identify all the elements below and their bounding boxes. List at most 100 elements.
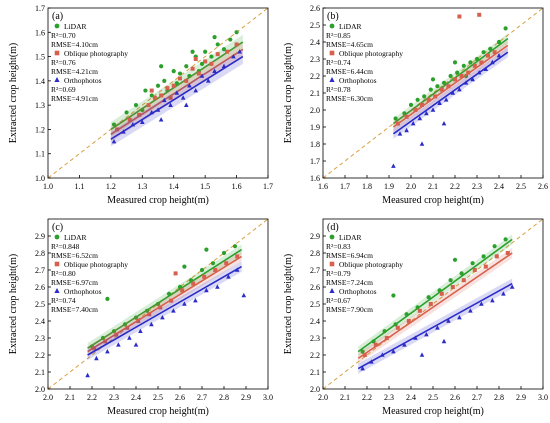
data-point	[435, 325, 440, 330]
y-tick-label: 2.6	[310, 283, 320, 292]
fit-line-1	[87, 255, 243, 353]
data-point	[503, 237, 508, 242]
data-point	[459, 74, 464, 78]
x-tick-label: 3.0	[538, 393, 548, 402]
data-point	[457, 87, 462, 92]
data-point	[193, 57, 198, 61]
data-point	[428, 302, 433, 306]
data-point	[470, 76, 475, 82]
data-point	[177, 284, 183, 290]
data-point	[232, 244, 238, 249]
y-tick-label: 1.9	[310, 123, 320, 132]
data-point	[125, 325, 130, 330]
data-point	[393, 322, 398, 327]
x-tick-label: 2.8	[494, 393, 504, 402]
data-point	[166, 291, 172, 296]
data-point	[115, 127, 120, 132]
y-tick-label: 2.8	[35, 249, 45, 258]
y-tick-label: 1.7	[310, 157, 320, 166]
data-point	[404, 312, 409, 317]
x-tick-label: 2.7	[472, 393, 482, 402]
data-point	[202, 274, 207, 279]
data-point	[477, 12, 482, 17]
data-point	[393, 116, 398, 121]
data-point	[371, 339, 376, 344]
data-point	[419, 352, 425, 357]
data-point	[187, 83, 192, 88]
y-tick-label: 2.1	[35, 368, 45, 377]
data-point	[479, 301, 484, 306]
data-point	[159, 64, 164, 69]
legend-stat: R²=0.70	[51, 31, 76, 40]
x-tick-label: 1.6	[232, 182, 242, 191]
x-tick-label: 1.7	[263, 182, 273, 191]
legend-series-name: Orthophotos	[339, 76, 377, 85]
y-tick-label: 2.1	[310, 368, 320, 377]
data-point	[221, 63, 227, 69]
data-point	[459, 271, 464, 276]
data-point	[203, 59, 208, 64]
data-point	[94, 355, 99, 361]
data-point	[408, 102, 414, 107]
data-point	[428, 87, 433, 92]
y-tick-label: 2.7	[35, 266, 45, 275]
y-axis-label: Extracted crop height(m)	[283, 254, 294, 355]
data-point	[452, 257, 458, 262]
data-point	[147, 312, 152, 317]
data-point	[395, 121, 400, 126]
legend-series-name: Oblique photography	[339, 260, 403, 269]
data-point	[149, 93, 154, 98]
data-point	[182, 264, 187, 269]
data-point	[158, 305, 163, 310]
legend-stat: R²=0.69	[51, 85, 76, 94]
data-point	[204, 247, 209, 252]
data-point	[446, 84, 451, 89]
legend-marker	[329, 234, 335, 240]
y-tick-label: 1.6	[310, 174, 320, 183]
y-tick-label: 2.7	[310, 266, 320, 275]
data-point	[187, 73, 192, 79]
data-point	[221, 47, 227, 52]
x-axis-label: Measured crop height(m)	[107, 406, 209, 417]
data-point	[468, 60, 473, 65]
y-tick-label: 2.4	[35, 317, 45, 326]
legend-series-name: LiDAR	[339, 233, 362, 242]
data-point	[455, 70, 460, 75]
data-point	[127, 117, 132, 122]
legend-stat: RMSE=6.94cm	[326, 251, 373, 260]
data-point	[404, 114, 409, 119]
legend-stat: R²=0.74	[51, 296, 76, 305]
data-point	[199, 267, 205, 273]
data-point	[463, 80, 469, 85]
x-tick-label: 2.1	[428, 182, 438, 191]
data-point	[105, 349, 110, 354]
data-point	[199, 73, 205, 78]
legend-series-name: Oblique photography	[64, 260, 128, 269]
data-point	[180, 288, 185, 293]
data-point	[171, 83, 176, 88]
data-point	[410, 121, 416, 126]
data-point	[443, 97, 449, 102]
x-tick-label: 1.6	[318, 182, 328, 191]
data-point	[417, 115, 423, 121]
x-tick-label: 1.3	[137, 182, 147, 191]
panel-label: (d)	[327, 222, 339, 233]
data-point	[479, 60, 484, 65]
data-point	[468, 308, 473, 313]
data-point	[155, 107, 161, 112]
x-tick-label: 1.5	[200, 182, 210, 191]
x-tick-label: 1.2	[106, 182, 116, 191]
data-point	[397, 131, 403, 136]
y-tick-label: 2.5	[35, 300, 45, 309]
data-point	[490, 59, 495, 65]
legend-series-name: Orthophotos	[339, 287, 377, 296]
data-point	[190, 66, 195, 71]
data-point	[457, 315, 462, 320]
x-tick-label: 2.5	[428, 393, 438, 402]
data-point	[439, 87, 444, 92]
data-point	[395, 325, 400, 330]
x-tick-label: 2.4	[131, 393, 141, 402]
y-tick-label: 2.4	[310, 38, 320, 47]
data-point	[160, 315, 165, 320]
y-tick-label: 1.1	[35, 150, 45, 159]
